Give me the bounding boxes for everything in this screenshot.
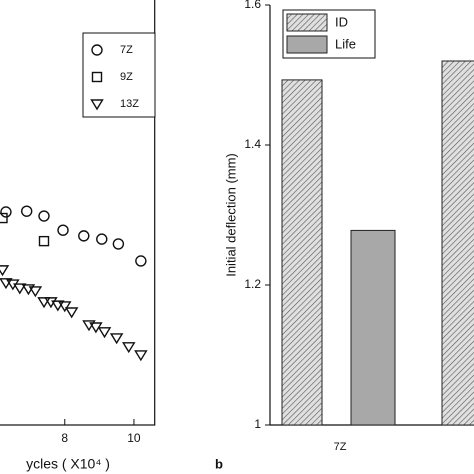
point: [64, 307, 79, 319]
point: [37, 297, 51, 309]
point: [91, 71, 103, 83]
point: [51, 300, 65, 312]
point: [13, 283, 27, 295]
point: [0, 212, 8, 224]
point: [58, 301, 72, 313]
point: [0, 206, 12, 218]
bar: [441, 60, 474, 426]
y-tick-label: 1.6: [244, 0, 261, 11]
legend-label: 9Z: [120, 71, 133, 83]
x-tick-label: 8: [61, 431, 68, 445]
legend-label: ID: [335, 14, 348, 29]
panel-label: b: [215, 456, 223, 471]
legend-box: [82, 32, 156, 118]
x-tick-label: 10: [127, 431, 141, 445]
bar: [350, 229, 396, 426]
point: [97, 327, 112, 339]
point: [0, 265, 10, 277]
legend-swatch: [286, 35, 328, 54]
point: [122, 342, 136, 354]
y-axis-label: Initial deflection (mm): [223, 153, 238, 277]
plot-frame: [0, 0, 156, 426]
point: [21, 205, 33, 217]
point: [96, 233, 108, 245]
point: [78, 230, 90, 242]
legend-label: 13Z: [120, 98, 139, 110]
point: [109, 333, 124, 345]
point: [134, 350, 148, 362]
point: [57, 224, 69, 236]
x-tick-label: 7Z: [334, 441, 347, 453]
y-tick-label: 1.2: [244, 277, 261, 291]
legend-label: 7Z: [120, 44, 133, 56]
point: [135, 255, 147, 267]
y-tick-label: 1: [254, 417, 261, 431]
point: [38, 210, 50, 222]
legend-swatch: [286, 13, 328, 32]
y-tick-label: 1.4: [244, 137, 261, 151]
x-axis-label: ycles ( X10⁴ ): [26, 456, 110, 472]
bar: [281, 79, 323, 426]
legend-label: Life: [335, 36, 356, 51]
point: [91, 44, 103, 56]
point: [112, 238, 125, 250]
point: [90, 99, 104, 111]
point: [28, 286, 43, 298]
point: [38, 235, 50, 247]
